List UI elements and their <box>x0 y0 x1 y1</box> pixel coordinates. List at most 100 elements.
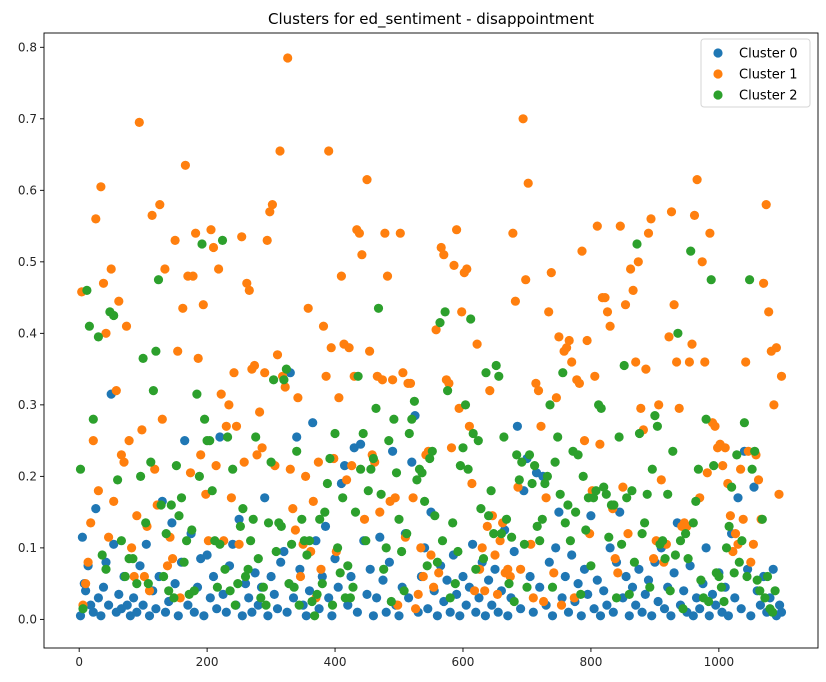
point-2-24 <box>156 500 166 510</box>
point-0-169 <box>602 600 612 610</box>
point-0-214 <box>746 611 756 621</box>
point-2-206 <box>622 493 632 503</box>
point-0-100 <box>381 607 391 617</box>
point-1-227 <box>656 475 666 485</box>
point-2-53 <box>230 600 240 610</box>
y-tick-label-1: 0.1 <box>18 541 37 555</box>
point-1-105 <box>344 343 354 353</box>
y-tick-label-3: 0.3 <box>18 398 37 412</box>
point-0-127 <box>468 539 478 549</box>
point-1-106 <box>347 461 357 471</box>
point-2-154 <box>489 529 499 539</box>
point-2-151 <box>481 368 491 378</box>
point-2-137 <box>445 593 455 603</box>
x-tick-label-4: 800 <box>579 655 602 669</box>
point-1-162 <box>490 550 500 560</box>
point-2-140 <box>453 546 463 557</box>
point-1-12 <box>106 264 116 274</box>
legend-box <box>700 38 811 108</box>
point-2-196 <box>596 403 606 413</box>
plot-area <box>75 53 787 621</box>
point-1-182 <box>541 493 551 503</box>
point-1-175 <box>523 178 533 188</box>
point-1-184 <box>546 268 556 278</box>
point-1-232 <box>669 300 679 310</box>
point-1-84 <box>290 525 300 535</box>
point-2-52 <box>228 464 238 474</box>
point-0-64 <box>266 571 276 582</box>
point-2-56 <box>238 504 248 514</box>
point-2-100 <box>350 507 361 517</box>
point-1-98 <box>326 343 336 353</box>
point-2-91 <box>327 600 338 610</box>
point-2-110 <box>376 489 386 499</box>
point-2-139 <box>450 579 460 589</box>
chart-title: Clusters for ed_sentiment - disappointme… <box>268 10 594 29</box>
point-1-159 <box>482 521 492 532</box>
point-2-104 <box>361 536 371 546</box>
point-2-40 <box>197 239 207 249</box>
point-0-49 <box>218 589 228 600</box>
point-1-36 <box>168 554 178 564</box>
point-1-66 <box>244 285 254 295</box>
point-0-102 <box>388 446 398 456</box>
point-0-135 <box>493 607 503 617</box>
point-1-183 <box>544 307 554 317</box>
point-1-268 <box>761 200 771 210</box>
point-2-190 <box>581 525 591 535</box>
point-1-168 <box>505 571 515 582</box>
point-1-207 <box>605 321 615 331</box>
point-2-156 <box>494 371 504 381</box>
point-1-38 <box>173 346 183 356</box>
point-1-181 <box>539 596 549 607</box>
point-2-171 <box>532 521 542 532</box>
point-0-215 <box>749 482 759 492</box>
point-2-33 <box>179 557 189 567</box>
point-0-132 <box>484 575 494 585</box>
point-1-28 <box>147 210 157 220</box>
point-1-64 <box>239 457 249 467</box>
point-0-89 <box>346 571 356 582</box>
point-2-258 <box>755 586 765 596</box>
point-2-157 <box>496 529 506 539</box>
point-0-108 <box>407 457 417 467</box>
point-1-260 <box>741 357 751 367</box>
point-2-212 <box>637 529 647 539</box>
point-0-14 <box>109 539 119 549</box>
point-2-72 <box>279 375 289 385</box>
point-0-24 <box>138 600 148 610</box>
point-2-234 <box>693 464 704 474</box>
point-0-134 <box>490 564 500 574</box>
point-0-113 <box>423 604 433 614</box>
point-1-157 <box>477 543 487 553</box>
point-0-133 <box>487 600 497 610</box>
point-1-141 <box>436 242 446 253</box>
y-tick-label-8: 0.8 <box>18 40 37 54</box>
point-2-208 <box>627 486 637 496</box>
point-0-72 <box>292 432 302 442</box>
point-2-83 <box>307 596 317 607</box>
point-2-165 <box>517 457 527 467</box>
point-2-227 <box>675 536 686 546</box>
point-0-85 <box>333 582 343 592</box>
point-1-267 <box>759 278 769 288</box>
point-2-182 <box>560 518 570 528</box>
point-1-29 <box>150 464 160 474</box>
point-1-269 <box>764 307 774 317</box>
point-2-75 <box>287 539 297 549</box>
point-2-22 <box>151 346 161 356</box>
point-1-39 <box>175 593 185 603</box>
legend-marker-2 <box>713 90 723 100</box>
point-2-193 <box>588 493 599 503</box>
point-1-261 <box>743 446 753 456</box>
point-0-197 <box>691 593 702 603</box>
point-1-215 <box>626 264 636 274</box>
point-2-93 <box>333 543 343 553</box>
point-1-109 <box>354 228 364 238</box>
point-2-207 <box>624 589 634 600</box>
point-1-274 <box>776 371 787 381</box>
point-2-62 <box>253 554 263 564</box>
point-2-261 <box>762 571 773 582</box>
point-1-173 <box>518 114 528 124</box>
point-2-21 <box>148 386 158 396</box>
